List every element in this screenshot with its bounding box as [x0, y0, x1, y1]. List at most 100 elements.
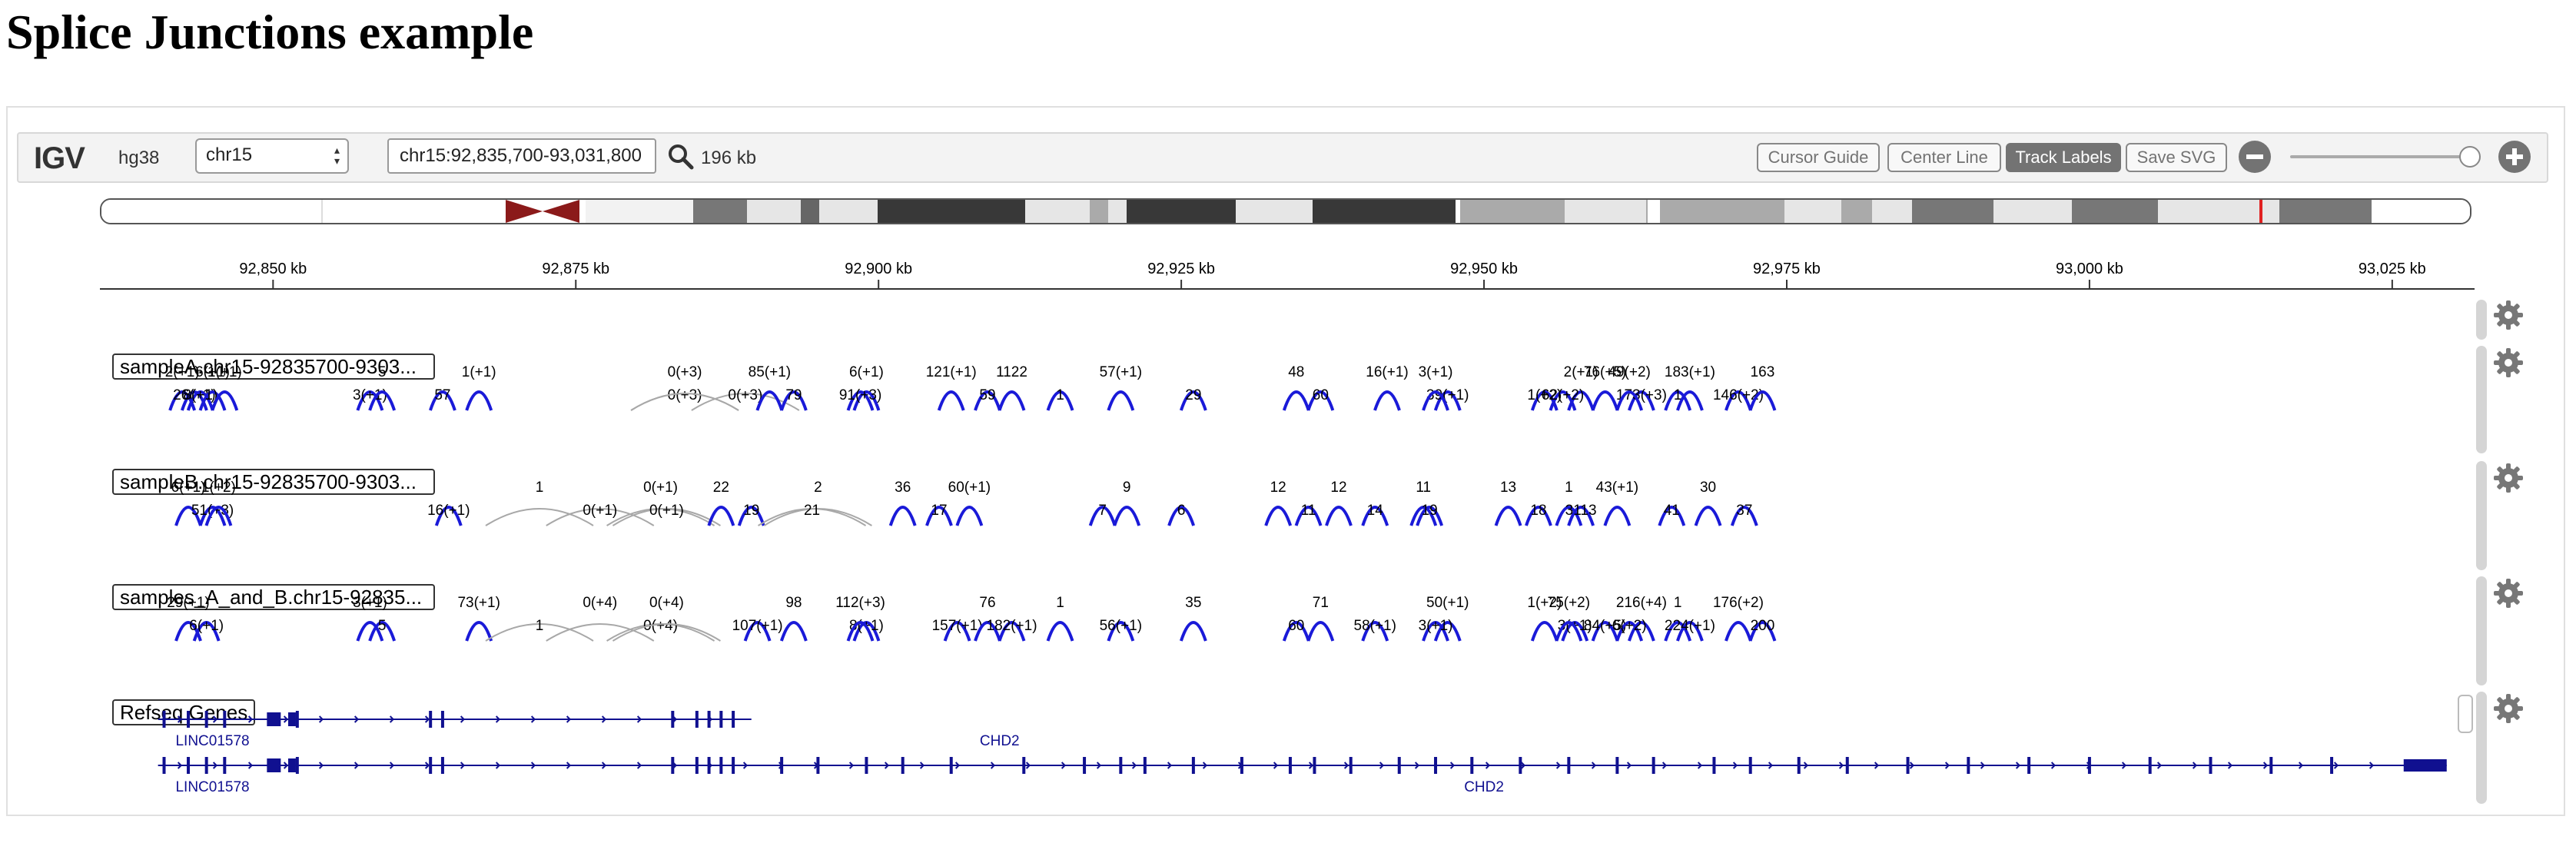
- exon[interactable]: [295, 711, 299, 728]
- exon[interactable]: [204, 757, 208, 774]
- exon[interactable]: [695, 757, 699, 774]
- junction-arc[interactable]: [630, 393, 739, 411]
- junction-arc[interactable]: [356, 621, 384, 642]
- junction-arc[interactable]: [755, 390, 784, 411]
- exon[interactable]: [223, 757, 227, 774]
- save-svg-button[interactable]: Save SVG: [2126, 143, 2227, 172]
- gene-name-label[interactable]: CHD2: [980, 733, 1020, 749]
- junction-arc[interactable]: [1294, 506, 1323, 526]
- exon[interactable]: [1967, 757, 1970, 774]
- gear-icon[interactable]: [2493, 463, 2524, 493]
- junction-arc[interactable]: [1555, 621, 1583, 642]
- junction-arc[interactable]: [1433, 390, 1462, 411]
- zoom-slider-track[interactable]: [2290, 155, 2475, 158]
- exon[interactable]: [1288, 757, 1292, 774]
- junction-arc[interactable]: [998, 621, 1026, 642]
- junction-arc[interactable]: [1530, 390, 1559, 411]
- junction-arc[interactable]: [691, 393, 800, 411]
- exon[interactable]: [1748, 757, 1752, 774]
- exon[interactable]: [223, 711, 227, 728]
- junction-arc[interactable]: [1549, 390, 1577, 411]
- gene-name-label[interactable]: LINC01578: [175, 733, 249, 749]
- junction-arc[interactable]: [888, 506, 917, 526]
- junction-arc[interactable]: [852, 621, 881, 642]
- gear-icon[interactable]: [2493, 693, 2524, 724]
- track-scrollbar[interactable]: [2476, 576, 2487, 685]
- junction-arc[interactable]: [368, 621, 397, 642]
- junction-arc[interactable]: [485, 623, 594, 642]
- junction-arc[interactable]: [1567, 506, 1595, 526]
- junction-arc[interactable]: [174, 621, 202, 642]
- exon[interactable]: [695, 711, 699, 728]
- junction-arc[interactable]: [1730, 506, 1758, 526]
- track-labels-button[interactable]: Track Labels: [2006, 143, 2121, 172]
- exon[interactable]: [287, 758, 296, 772]
- search-icon[interactable]: [667, 143, 695, 171]
- junction-arc[interactable]: [955, 506, 984, 526]
- junction-arc[interactable]: [757, 508, 867, 526]
- junction-arc[interactable]: [925, 506, 953, 526]
- junction-arc[interactable]: [998, 390, 1026, 411]
- gear-icon[interactable]: [2493, 578, 2524, 609]
- junction-arc[interactable]: [211, 390, 239, 411]
- junction-arc[interactable]: [1628, 390, 1655, 411]
- exon[interactable]: [816, 757, 820, 774]
- junction-arc[interactable]: [1416, 506, 1444, 526]
- junction-arc[interactable]: [1725, 621, 1752, 642]
- junction-track-sample-b[interactable]: 6(+1)51(+3)1(+2)16(+1)10(+1)0(+1)0(+1)22…: [0, 463, 2576, 527]
- junction-arc[interactable]: [198, 390, 227, 411]
- exon[interactable]: [1434, 757, 1438, 774]
- junction-arc[interactable]: [974, 390, 1001, 411]
- exon[interactable]: [2209, 757, 2213, 774]
- junction-arc[interactable]: [1615, 621, 1644, 642]
- exon[interactable]: [2087, 757, 2091, 774]
- junction-arc[interactable]: [846, 390, 875, 411]
- exon[interactable]: [162, 711, 166, 728]
- exon[interactable]: [440, 711, 444, 728]
- junction-arc[interactable]: [1361, 506, 1389, 526]
- junction-arc[interactable]: [779, 621, 808, 642]
- junction-arc[interactable]: [1107, 390, 1135, 411]
- junction-arc[interactable]: [465, 621, 493, 642]
- ruler[interactable]: 92,850 kb 92,875 kb 92,900 kb 92,925 kb 92,9…: [100, 254, 2475, 297]
- exon[interactable]: [287, 712, 296, 726]
- junction-arc[interactable]: [1494, 506, 1522, 526]
- junction-arc[interactable]: [1264, 506, 1293, 526]
- junction-arc[interactable]: [181, 390, 208, 411]
- exon[interactable]: [949, 757, 953, 774]
- exon[interactable]: [267, 712, 281, 726]
- junction-arc[interactable]: [1664, 621, 1692, 642]
- exon[interactable]: [429, 757, 433, 774]
- exon[interactable]: [187, 711, 191, 728]
- junction-arc[interactable]: [1325, 506, 1353, 526]
- utr-exon[interactable]: [2403, 759, 2447, 772]
- junction-arc[interactable]: [1615, 390, 1644, 411]
- locus-search-input[interactable]: [387, 138, 656, 174]
- exon[interactable]: [719, 757, 723, 774]
- junction-arc[interactable]: [1107, 621, 1135, 642]
- exon[interactable]: [162, 757, 166, 774]
- junction-arc[interactable]: [546, 508, 655, 526]
- junction-arc[interactable]: [1694, 506, 1722, 526]
- exon[interactable]: [1143, 757, 1147, 774]
- junction-arc[interactable]: [186, 390, 214, 411]
- junction-arc[interactable]: [852, 390, 881, 411]
- exon[interactable]: [204, 711, 208, 728]
- junction-arc[interactable]: [1555, 506, 1583, 526]
- zoom-in-icon[interactable]: [2498, 140, 2531, 174]
- junction-arc[interactable]: [1676, 621, 1704, 642]
- junction-arc[interactable]: [1422, 390, 1449, 411]
- junction-arc[interactable]: [1046, 390, 1074, 411]
- junction-arc[interactable]: [1567, 390, 1595, 411]
- exon[interactable]: [1022, 757, 1026, 774]
- exon[interactable]: [901, 757, 905, 774]
- junction-arc[interactable]: [204, 506, 233, 526]
- exon[interactable]: [1313, 757, 1316, 774]
- exon[interactable]: [1615, 757, 1619, 774]
- junction-arc[interactable]: [1088, 506, 1117, 526]
- exon[interactable]: [1845, 757, 1849, 774]
- junction-arc[interactable]: [1748, 621, 1777, 642]
- exon[interactable]: [1191, 757, 1195, 774]
- ruler-scrollbar[interactable]: [2476, 300, 2487, 340]
- junction-arc[interactable]: [1603, 506, 1632, 526]
